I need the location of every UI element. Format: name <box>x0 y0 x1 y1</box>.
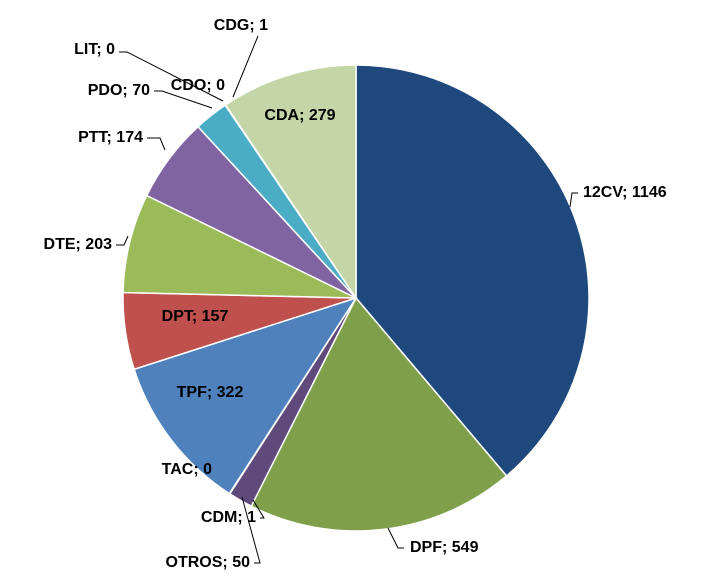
leader-line <box>147 137 166 151</box>
data-label: OTROS; 50 <box>166 554 251 571</box>
data-label: DPT; 157 <box>162 308 229 325</box>
pie-slice <box>133 296 358 495</box>
leader-line <box>232 35 259 98</box>
data-label: TAC; 0 <box>162 461 212 478</box>
data-label: LIT; 0 <box>74 41 115 58</box>
pie-slice <box>355 64 590 477</box>
leader-line <box>241 496 261 564</box>
data-label: PDO; 70 <box>88 82 150 99</box>
data-label: CDO; 0 <box>171 77 225 94</box>
leader-line <box>116 235 129 246</box>
data-label: CDG; 1 <box>214 17 268 34</box>
leader-line <box>387 527 404 549</box>
data-label: DTE; 203 <box>44 236 113 253</box>
pie-slice <box>250 296 508 532</box>
leader-line <box>252 499 265 519</box>
leader-line <box>569 192 578 208</box>
data-label: DPF; 549 <box>410 539 479 556</box>
data-label: PTT; 174 <box>78 129 143 146</box>
data-label: 12CV; 1146 <box>583 184 667 201</box>
leader-line <box>154 90 213 109</box>
leader-line <box>119 51 224 102</box>
data-label: CDA; 279 <box>264 107 335 124</box>
data-label: CDM; 1 <box>201 509 256 526</box>
data-label: TPF; 322 <box>177 384 244 401</box>
pie-slice <box>224 64 357 301</box>
